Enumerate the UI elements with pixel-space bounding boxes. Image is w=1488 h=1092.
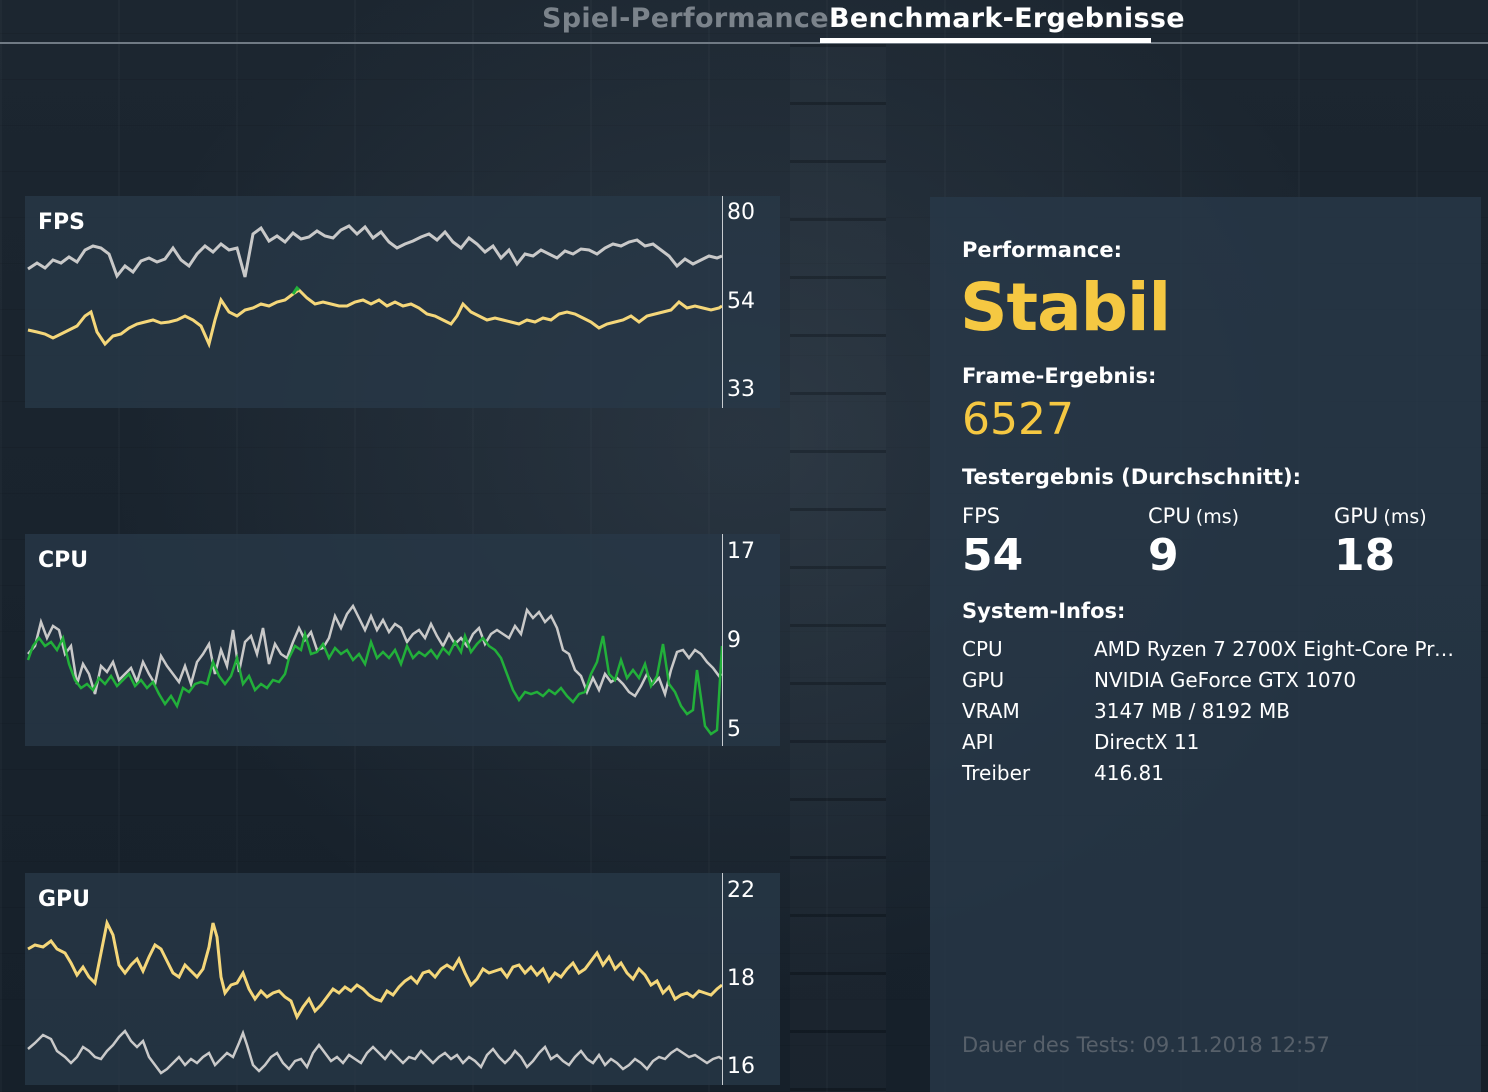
test-duration: Dauer des Tests: 09.11.2018 12:57 (962, 1033, 1330, 1057)
cpu-graph-panel: CPU 17 9 5 (25, 534, 780, 746)
system-row-driver: Treiber 416.81 (962, 761, 1462, 792)
fps-tick-max: 80 (727, 200, 755, 225)
fps-line-white (27, 224, 722, 280)
fps-tick-min: 33 (727, 377, 755, 402)
system-info-label: System-Infos: (962, 599, 1126, 623)
fps-graph (27, 224, 722, 349)
gpu-tick-avg: 18 (727, 966, 755, 991)
stat-gpu-value: 18 (1334, 530, 1396, 581)
stat-gpu: GPU (ms) 18 (1334, 504, 1427, 581)
tab-bar-divider (0, 42, 1488, 44)
system-info-list: CPU AMD Ryzen 7 2700X Eight-Core Proc...… (962, 637, 1462, 792)
gpu-axis-line (722, 873, 723, 1085)
fps-line-green-segment (291, 285, 301, 295)
stat-cpu-name: CPU (1148, 504, 1191, 528)
stat-fps-value: 54 (962, 530, 1024, 581)
fps-line-yellow (27, 288, 722, 349)
system-value: 416.81 (1094, 761, 1164, 785)
stat-gpu-name: GPU (1334, 504, 1379, 528)
cpu-tick-max: 17 (727, 539, 755, 564)
system-value: NVIDIA GeForce GTX 1070 (1094, 668, 1357, 692)
fps-axis-line (722, 196, 723, 408)
fps-tick-avg: 54 (727, 289, 755, 314)
gpu-tick-max: 22 (727, 878, 755, 903)
system-key: GPU (962, 668, 1005, 692)
cpu-line-green (26, 629, 722, 736)
frame-result-value: 6527 (962, 394, 1074, 445)
system-value: 3147 MB / 8192 MB (1094, 699, 1290, 723)
system-key: VRAM (962, 699, 1020, 723)
tab-spiel-performance[interactable]: Spiel-Performance (542, 3, 829, 34)
fps-graph-panel: FPS 80 54 33 (25, 196, 780, 408)
cpu-graph (26, 603, 722, 736)
tab-benchmark-ergebnisse[interactable]: Benchmark-Ergebnisse (829, 3, 1185, 34)
stat-fps: FPS 54 (962, 504, 1023, 581)
system-value: DirectX 11 (1094, 730, 1200, 754)
cpu-tick-min: 5 (727, 717, 741, 742)
system-key: Treiber (962, 761, 1031, 785)
stat-cpu: CPU (ms) 9 (1148, 504, 1239, 581)
system-row-cpu: CPU AMD Ryzen 7 2700X Eight-Core Proc... (962, 637, 1462, 668)
background-pillar (790, 44, 886, 1092)
gpu-graph (27, 918, 722, 1075)
gpu-tick-min: 16 (727, 1054, 755, 1079)
results-info-panel: Performance: Stabil Frame-Ergebnis: 6527… (930, 197, 1481, 1092)
system-key: CPU (962, 637, 1003, 661)
cpu-axis-line (722, 534, 723, 746)
gpu-graph-panel: GPU 22 18 16 (25, 873, 780, 1085)
stat-gpu-unit: (ms) (1383, 506, 1427, 528)
average-result-label: Testergebnis (Durchschnitt): (962, 465, 1302, 489)
tab-bar: Spiel-Performance Benchmark-Ergebnisse (0, 0, 1488, 44)
frame-result-label: Frame-Ergebnis: (962, 364, 1157, 388)
performance-value: Stabil (960, 269, 1171, 346)
system-value: AMD Ryzen 7 2700X Eight-Core Proc... (1094, 637, 1460, 661)
system-row-vram: VRAM 3147 MB / 8192 MB (962, 699, 1462, 730)
cpu-tick-avg: 9 (727, 628, 741, 653)
system-row-gpu: GPU NVIDIA GeForce GTX 1070 (962, 668, 1462, 699)
stat-cpu-unit: (ms) (1195, 506, 1240, 528)
system-key: API (962, 730, 994, 754)
gpu-graph-title: GPU (38, 887, 91, 912)
stat-fps-name: FPS (962, 504, 1001, 528)
active-tab-indicator (820, 38, 1151, 43)
fps-graph-title: FPS (38, 210, 85, 235)
cpu-graph-title: CPU (38, 548, 89, 573)
cpu-line-white (27, 603, 722, 699)
system-row-api: API DirectX 11 (962, 730, 1462, 761)
stat-cpu-value: 9 (1148, 530, 1179, 581)
performance-label: Performance: (962, 238, 1123, 262)
gpu-line-yellow (27, 918, 722, 1021)
gpu-line-white (27, 1028, 722, 1075)
